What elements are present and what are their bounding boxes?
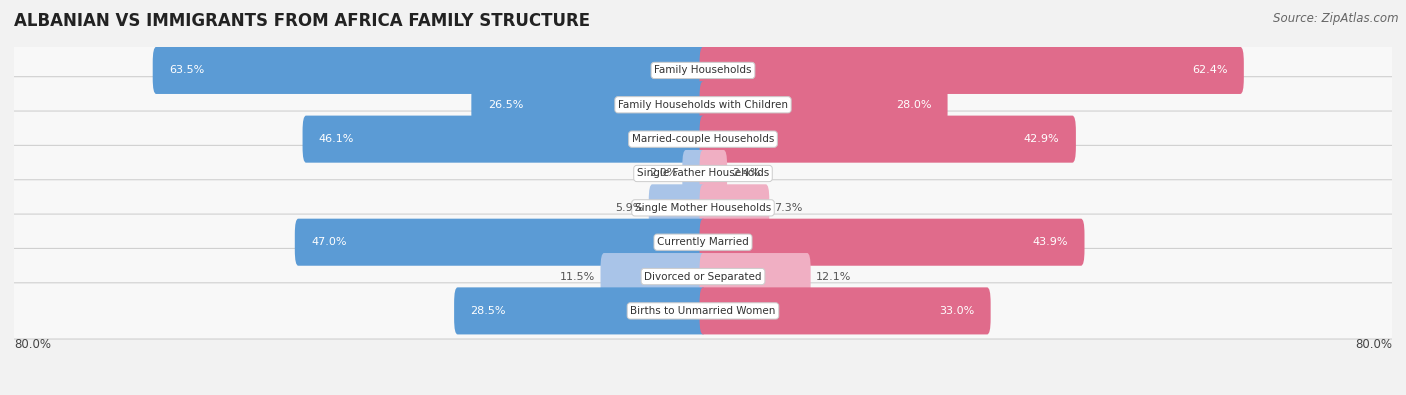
Text: Family Households with Children: Family Households with Children [619,100,787,110]
Text: 80.0%: 80.0% [1355,339,1392,352]
FancyBboxPatch shape [682,150,706,197]
FancyBboxPatch shape [0,42,1406,98]
FancyBboxPatch shape [0,214,1406,270]
FancyBboxPatch shape [0,145,1406,201]
Text: 7.3%: 7.3% [775,203,803,213]
Text: 5.9%: 5.9% [616,203,644,213]
FancyBboxPatch shape [600,253,706,300]
Text: 2.4%: 2.4% [733,169,761,179]
Text: 47.0%: 47.0% [311,237,347,247]
Text: 62.4%: 62.4% [1192,66,1227,75]
FancyBboxPatch shape [153,47,706,94]
Text: Currently Married: Currently Married [657,237,749,247]
Text: 26.5%: 26.5% [488,100,523,110]
Text: Single Father Households: Single Father Households [637,169,769,179]
FancyBboxPatch shape [0,283,1406,339]
Text: 11.5%: 11.5% [560,271,595,282]
Text: 33.0%: 33.0% [939,306,974,316]
Text: 2.0%: 2.0% [648,169,678,179]
Text: 43.9%: 43.9% [1032,237,1069,247]
FancyBboxPatch shape [700,219,1084,266]
FancyBboxPatch shape [700,253,811,300]
Text: 42.9%: 42.9% [1024,134,1060,144]
Text: 80.0%: 80.0% [14,339,51,352]
FancyBboxPatch shape [0,77,1406,133]
Text: ALBANIAN VS IMMIGRANTS FROM AFRICA FAMILY STRUCTURE: ALBANIAN VS IMMIGRANTS FROM AFRICA FAMIL… [14,12,591,30]
FancyBboxPatch shape [700,47,1244,94]
Text: Births to Unmarried Women: Births to Unmarried Women [630,306,776,316]
FancyBboxPatch shape [700,150,727,197]
Text: 28.5%: 28.5% [471,306,506,316]
Text: Divorced or Separated: Divorced or Separated [644,271,762,282]
FancyBboxPatch shape [700,81,948,128]
FancyBboxPatch shape [0,248,1406,305]
Text: Source: ZipAtlas.com: Source: ZipAtlas.com [1274,12,1399,25]
FancyBboxPatch shape [302,116,706,163]
FancyBboxPatch shape [471,81,706,128]
FancyBboxPatch shape [700,184,769,231]
Text: Married-couple Households: Married-couple Households [631,134,775,144]
FancyBboxPatch shape [0,180,1406,236]
FancyBboxPatch shape [0,111,1406,167]
Text: Single Mother Households: Single Mother Households [636,203,770,213]
Text: 28.0%: 28.0% [896,100,931,110]
FancyBboxPatch shape [700,288,991,335]
Text: 63.5%: 63.5% [169,66,204,75]
FancyBboxPatch shape [454,288,706,335]
Text: 12.1%: 12.1% [815,271,851,282]
Text: 46.1%: 46.1% [319,134,354,144]
FancyBboxPatch shape [295,219,706,266]
Text: Family Households: Family Households [654,66,752,75]
FancyBboxPatch shape [700,116,1076,163]
FancyBboxPatch shape [648,184,706,231]
